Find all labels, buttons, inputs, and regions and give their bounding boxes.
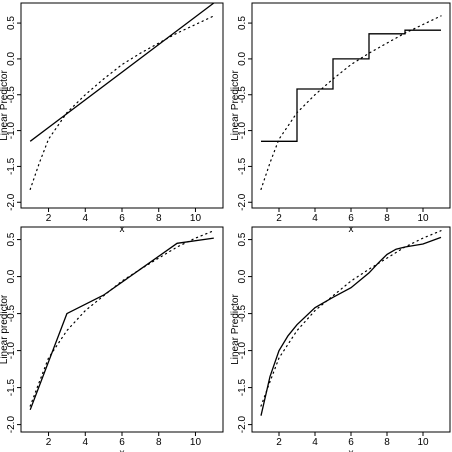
- y-tick-label: 0.0: [237, 269, 248, 283]
- y-tick-label: 0.5: [6, 16, 17, 30]
- x-tick-label: 8: [384, 213, 390, 224]
- fitted-line: [261, 29, 441, 142]
- x-tick-label: 4: [82, 437, 88, 448]
- x-axis-label: x: [349, 448, 354, 452]
- fitted-line: [260, 236, 442, 416]
- x-axis-label: x: [120, 448, 125, 452]
- x-tick-label: 4: [82, 213, 88, 224]
- true-curve-dotted: [260, 230, 442, 407]
- x-tick-label: 8: [156, 213, 162, 224]
- y-tick-label: 0.5: [6, 232, 17, 246]
- panel-4: 2 4 6 8 10 -2.0 -1.5 -1.0 -0.5 0.0 0.5 x Linear Pred…: [230, 226, 451, 452]
- true-curve-dotted: [260, 15, 442, 190]
- y-tick-label: 0.0: [237, 52, 248, 66]
- x-tick-label: 8: [384, 437, 390, 448]
- true-curve-dotted: [29, 230, 215, 407]
- y-tick-label: -2.0: [6, 193, 17, 211]
- y-tick-label: -1.0: [237, 122, 248, 140]
- y-tick-label: -1.0: [6, 342, 17, 360]
- y-tick-label: 0.5: [237, 232, 248, 246]
- x-tick-label: 6: [348, 213, 354, 224]
- x-axis-label: x: [349, 224, 354, 235]
- y-tick-label: -1.0: [6, 122, 17, 140]
- x-tick-label: 10: [417, 213, 429, 224]
- y-tick-label: -0.5: [6, 86, 17, 104]
- y-tick-label: -1.0: [237, 342, 248, 360]
- fitted-line: [29, 237, 214, 411]
- plot-frame: [20, 226, 224, 433]
- plot-frame: [20, 2, 224, 209]
- x-tick-label: 10: [417, 437, 429, 448]
- y-axis-label: Linear Predictor: [230, 294, 241, 365]
- x-tick-label: 2: [276, 437, 282, 448]
- y-axis-label: Linear Predictor: [230, 70, 241, 141]
- x-tick-label: 6: [119, 437, 125, 448]
- fitted-line: [29, 2, 215, 142]
- panel-1: 2 4 6 8 10 -2.0 -1.5 -1.0 -0.5 0.0 0.5 x Linear Pred…: [0, 2, 224, 235]
- x-tick-label: 6: [119, 213, 125, 224]
- x-tick-label: 6: [348, 437, 354, 448]
- y-tick-label: -0.5: [237, 305, 248, 323]
- x-tick-label: 4: [312, 437, 318, 448]
- panel-3: 2 4 6 8 10 -2.0 -1.5 -1.0 -0.5 0.0 0.5 x Linear pred…: [0, 226, 224, 452]
- y-tick-label: -1.5: [6, 379, 17, 397]
- x-tick-label: 10: [190, 213, 202, 224]
- x-tick-label: 2: [276, 213, 282, 224]
- y-tick-label: -2.0: [237, 416, 248, 434]
- panel-2: 2 4 6 8 10 -2.0 -1.5 -1.0 -0.5 0.0 0.5 x Linear Pred…: [230, 2, 451, 235]
- x-tick-label: 10: [190, 437, 202, 448]
- y-tick-label: -1.5: [237, 157, 248, 175]
- y-tick-label: 0.0: [6, 52, 17, 66]
- plot-frame: [251, 226, 451, 433]
- true-curve-dotted: [29, 15, 215, 190]
- x-tick-label: 2: [46, 213, 52, 224]
- x-tick-label: 2: [46, 437, 52, 448]
- y-tick-label: -2.0: [237, 193, 248, 211]
- y-tick-label: -0.5: [6, 305, 17, 323]
- y-tick-label: -2.0: [6, 416, 17, 434]
- y-axis-label: Linear predictor: [0, 294, 10, 364]
- y-axis-label: Linear Predictor: [0, 70, 10, 141]
- y-tick-label: 0.0: [6, 269, 17, 283]
- x-axis-label: x: [120, 224, 125, 235]
- plot-frame: [251, 2, 451, 209]
- y-tick-label: -0.5: [237, 86, 248, 104]
- y-tick-label: -1.5: [237, 379, 248, 397]
- x-tick-label: 4: [312, 213, 318, 224]
- x-tick-label: 8: [156, 437, 162, 448]
- y-tick-label: 0.5: [237, 16, 248, 30]
- y-tick-label: -1.5: [6, 157, 17, 175]
